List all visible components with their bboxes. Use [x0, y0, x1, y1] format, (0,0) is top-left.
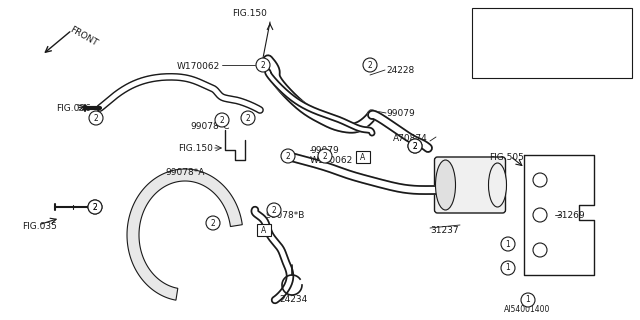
Circle shape	[89, 111, 103, 125]
Circle shape	[501, 261, 515, 275]
Text: 2: 2	[246, 114, 250, 123]
Text: AI54001400: AI54001400	[504, 306, 550, 315]
Text: 2: 2	[260, 60, 266, 69]
Text: F91916: F91916	[504, 62, 538, 71]
Circle shape	[318, 149, 332, 163]
Text: FIG.505: FIG.505	[489, 153, 524, 162]
Text: 2: 2	[413, 141, 417, 150]
Circle shape	[256, 58, 270, 72]
Bar	[257, 224, 271, 236]
Text: W170062: W170062	[177, 61, 220, 70]
Circle shape	[88, 200, 102, 214]
Text: A: A	[261, 226, 267, 235]
Text: A: A	[360, 153, 365, 162]
Text: 99079: 99079	[310, 146, 339, 155]
Circle shape	[533, 173, 547, 187]
Text: W170062: W170062	[310, 156, 353, 164]
Text: A70839: A70839	[504, 17, 539, 26]
Text: 99079: 99079	[386, 108, 415, 117]
Text: FRONT: FRONT	[68, 24, 99, 48]
Text: 2: 2	[323, 151, 328, 161]
Text: FIG.150: FIG.150	[232, 9, 268, 18]
Text: 99078*B: 99078*B	[265, 211, 305, 220]
Text: 99078*C: 99078*C	[190, 122, 230, 131]
Circle shape	[281, 149, 295, 163]
Circle shape	[88, 200, 102, 214]
Text: 2: 2	[413, 141, 417, 150]
Bar	[356, 151, 370, 163]
PathPatch shape	[127, 169, 243, 300]
Circle shape	[408, 139, 422, 153]
Circle shape	[479, 38, 493, 52]
Ellipse shape	[488, 163, 506, 207]
Text: 24228: 24228	[386, 66, 414, 75]
FancyBboxPatch shape	[435, 157, 506, 213]
Circle shape	[533, 243, 547, 257]
Bar	[472, 8, 632, 78]
Text: <'19MY->: <'19MY->	[564, 62, 609, 71]
Text: 2: 2	[93, 203, 97, 212]
Circle shape	[363, 58, 377, 72]
Text: 2: 2	[93, 203, 97, 212]
Circle shape	[267, 203, 281, 217]
Text: 24234: 24234	[279, 295, 307, 305]
Text: 2: 2	[285, 151, 291, 161]
Text: 2: 2	[211, 219, 216, 228]
Text: FIG.035: FIG.035	[22, 221, 57, 230]
Text: 2: 2	[220, 116, 225, 124]
Text: 99078*A: 99078*A	[165, 167, 204, 177]
Circle shape	[479, 14, 493, 28]
Circle shape	[241, 111, 255, 125]
Text: 1: 1	[525, 295, 531, 305]
Text: 31237: 31237	[430, 226, 459, 235]
Text: FIG.150: FIG.150	[178, 143, 213, 153]
Text: 1: 1	[484, 17, 488, 26]
Text: 1: 1	[506, 263, 510, 273]
Text: 2: 2	[271, 205, 276, 214]
Text: 2: 2	[93, 114, 99, 123]
Text: A70874: A70874	[393, 133, 428, 142]
Circle shape	[408, 139, 422, 153]
Text: <-'18MY>: <-'18MY>	[564, 41, 610, 50]
Circle shape	[206, 216, 220, 230]
Text: 31269: 31269	[556, 211, 584, 220]
Circle shape	[501, 237, 515, 251]
Text: W170063: W170063	[504, 41, 547, 50]
Circle shape	[533, 208, 547, 222]
Circle shape	[215, 113, 229, 127]
Circle shape	[521, 293, 535, 307]
Ellipse shape	[435, 160, 456, 210]
Text: 2: 2	[367, 60, 372, 69]
Text: 1: 1	[506, 239, 510, 249]
Text: 2: 2	[484, 41, 488, 50]
Text: FIG.036: FIG.036	[56, 103, 91, 113]
